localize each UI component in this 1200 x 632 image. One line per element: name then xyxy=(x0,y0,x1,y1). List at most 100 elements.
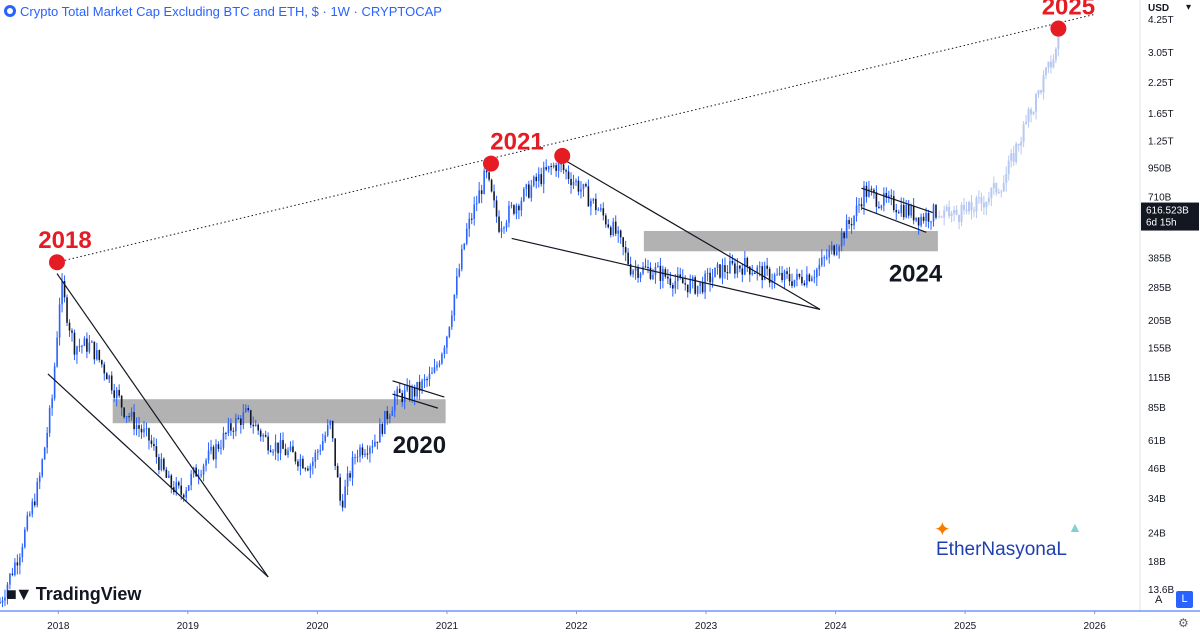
candle-body xyxy=(366,453,369,455)
candle-body xyxy=(153,443,155,447)
candle-body xyxy=(644,266,647,268)
candle-body xyxy=(714,267,716,278)
y-tick-label: 950B xyxy=(1148,164,1172,175)
candle-body xyxy=(892,196,895,211)
x-tick-label: 2021 xyxy=(436,621,459,632)
candle-body xyxy=(510,205,513,207)
candle-body xyxy=(619,230,622,238)
y-tick-label: 205B xyxy=(1148,316,1172,327)
candle-body xyxy=(595,198,597,211)
candle-body xyxy=(282,440,284,449)
candle-body xyxy=(967,202,970,212)
candle-body xyxy=(963,204,966,210)
candle-body xyxy=(133,411,135,430)
candle-body xyxy=(254,424,257,427)
candle-body xyxy=(28,514,31,516)
candle-body xyxy=(572,181,575,186)
candle-body xyxy=(515,205,518,214)
candle-body xyxy=(940,216,943,218)
candle-body xyxy=(438,363,441,366)
candle-body xyxy=(83,338,86,346)
candle-body xyxy=(565,170,567,172)
peak-marker xyxy=(1050,20,1067,37)
candle-body xyxy=(299,458,302,467)
candle-body xyxy=(344,486,346,508)
candle-body xyxy=(240,418,242,426)
candle-body xyxy=(783,271,786,281)
candle-body xyxy=(175,482,178,493)
candle-body xyxy=(798,273,801,277)
candle-body xyxy=(135,425,138,430)
candle-body xyxy=(684,283,687,285)
candle-body xyxy=(145,428,148,430)
candle-body xyxy=(1037,90,1040,95)
candle-body xyxy=(150,440,153,444)
settings-gear-icon[interactable]: ⚙ xyxy=(1178,616,1189,630)
candle-body xyxy=(207,450,210,461)
candle-body xyxy=(801,276,803,284)
candle-body xyxy=(602,208,605,216)
candle-body xyxy=(793,279,796,286)
candle-body xyxy=(689,280,691,293)
candle-body xyxy=(634,268,637,271)
candle-body xyxy=(264,435,267,437)
candle-body xyxy=(433,367,436,373)
candle-body xyxy=(587,186,590,207)
currency-selector[interactable]: USD xyxy=(1148,3,1170,14)
candle-body xyxy=(657,265,659,268)
candle-body xyxy=(21,547,24,558)
candle-body xyxy=(1032,111,1035,115)
candle-body xyxy=(314,452,317,462)
candle-body xyxy=(547,166,550,170)
chevron-down-icon[interactable]: ▾ xyxy=(1186,2,1192,13)
candle-body xyxy=(118,389,120,396)
candle-body xyxy=(48,408,51,433)
y-tick-label: 710B xyxy=(1148,193,1172,204)
candle-body xyxy=(786,271,788,274)
candle-body xyxy=(848,220,850,224)
candle-body xyxy=(580,189,582,192)
candle-body xyxy=(418,381,421,391)
candle-body xyxy=(731,260,734,264)
candle-body xyxy=(279,440,282,454)
log-scale-button[interactable]: L xyxy=(1176,591,1193,608)
tradingview-logo[interactable]: ■▼ TradingView xyxy=(6,584,141,605)
candle-body xyxy=(788,273,791,282)
candle-body xyxy=(1057,34,1060,49)
candle-body xyxy=(530,185,533,198)
candle-body xyxy=(870,188,873,190)
candle-body xyxy=(346,473,349,487)
candle-body xyxy=(61,280,63,305)
candle-body xyxy=(73,332,76,355)
projection-candles xyxy=(938,27,1060,230)
candle-body xyxy=(748,266,751,275)
symbol-header[interactable]: Crypto Total Market Cap Excluding BTC an… xyxy=(4,2,442,20)
candle-body xyxy=(96,350,98,360)
candle-body xyxy=(865,185,868,197)
box-label: 2020 xyxy=(393,432,446,459)
candle-body xyxy=(965,209,968,212)
candle-body xyxy=(331,420,334,439)
candle-body xyxy=(761,266,763,281)
candle-body xyxy=(925,212,927,221)
candle-body xyxy=(1,600,4,603)
candle-body xyxy=(667,276,669,279)
candle-body xyxy=(247,408,250,411)
candle-body xyxy=(483,170,485,194)
x-tick-label: 2019 xyxy=(177,621,200,632)
auto-scale-button[interactable]: A xyxy=(1155,594,1163,606)
candle-body xyxy=(701,282,704,293)
candle-body xyxy=(217,444,220,449)
candle-body xyxy=(284,448,287,456)
candle-body xyxy=(1054,48,1057,60)
candle-body xyxy=(443,347,446,354)
candle-body xyxy=(16,562,19,566)
candle-body xyxy=(470,218,473,220)
x-tick-label: 2025 xyxy=(954,621,977,632)
wedge-line xyxy=(861,187,933,214)
candle-body xyxy=(912,205,915,221)
candle-body xyxy=(699,282,701,286)
candle-body xyxy=(182,494,185,498)
candle-body xyxy=(1030,109,1033,115)
